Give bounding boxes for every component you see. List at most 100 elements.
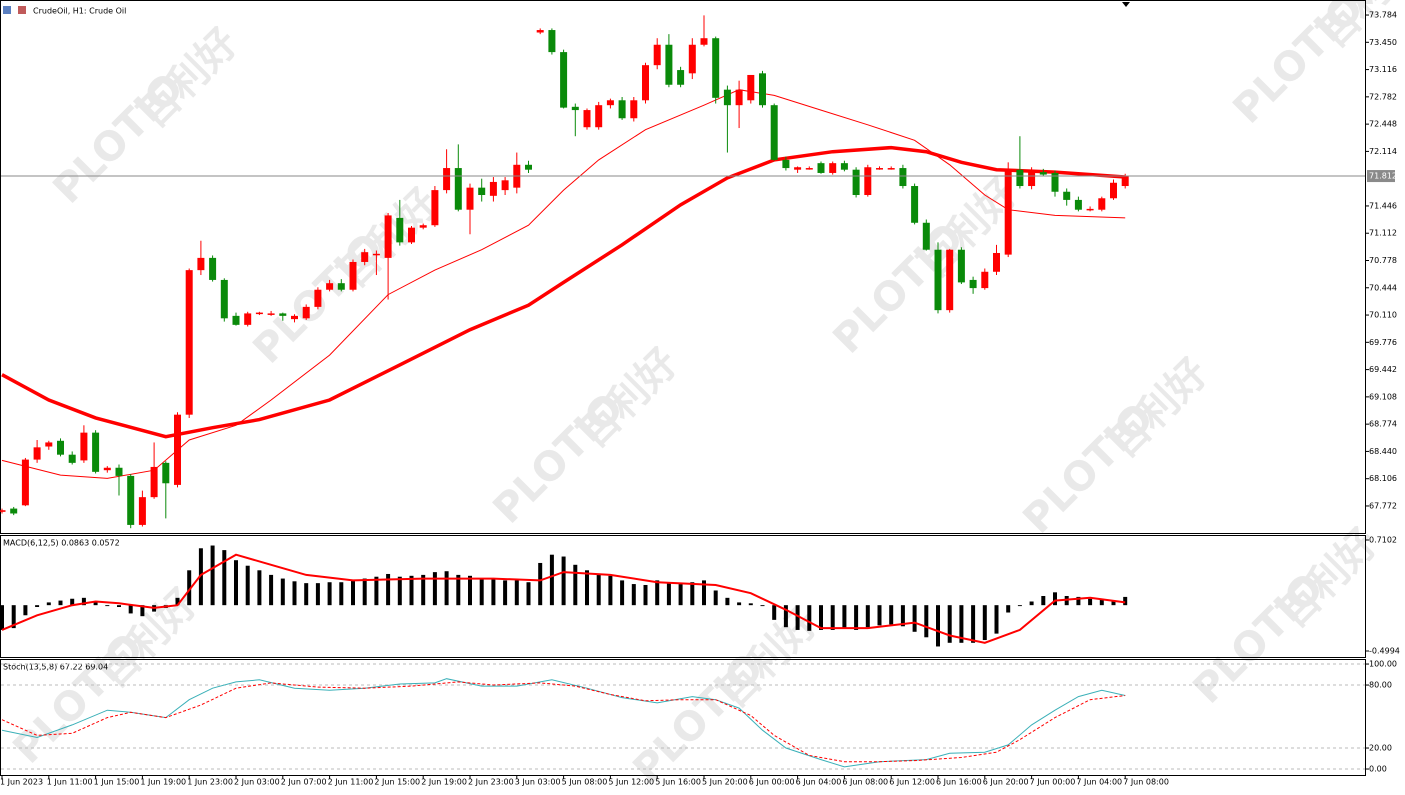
macd-bar bbox=[421, 574, 426, 606]
candle-body bbox=[993, 252, 1000, 272]
macd-bar bbox=[608, 575, 613, 606]
x-tick-label: 6 Jun 08:00 bbox=[842, 778, 888, 787]
macd-bar bbox=[140, 605, 145, 617]
macd-bar bbox=[315, 583, 320, 606]
candle-body bbox=[197, 257, 205, 271]
candle-body bbox=[630, 100, 638, 119]
macd-bar bbox=[936, 605, 940, 647]
candle-body bbox=[267, 313, 275, 315]
candle-body bbox=[162, 462, 170, 484]
macd-bar bbox=[573, 564, 578, 606]
macd-bar bbox=[643, 584, 648, 606]
x-tick-label: 2 Jun 19:00 bbox=[421, 778, 467, 787]
macd-bar bbox=[1111, 600, 1116, 606]
macd-bar bbox=[362, 578, 367, 606]
candle-body bbox=[595, 105, 603, 128]
macd-bar bbox=[468, 575, 472, 606]
x-tick-label: 6 Jun 04:00 bbox=[796, 778, 842, 787]
candle-body bbox=[548, 30, 556, 53]
macd-bar bbox=[994, 605, 999, 634]
x-tick-label: 1 Jun 15:00 bbox=[94, 778, 140, 787]
candle-body bbox=[478, 187, 486, 196]
icon[interactable] bbox=[3, 6, 11, 14]
candle-body bbox=[887, 168, 895, 170]
candle-body bbox=[946, 249, 954, 311]
candle-body bbox=[115, 467, 123, 476]
macd-bar bbox=[128, 605, 133, 614]
candle-body bbox=[220, 279, 228, 319]
macd-bar bbox=[444, 571, 449, 606]
macd-bar bbox=[23, 605, 28, 616]
macd-bar bbox=[210, 545, 215, 606]
macd-bar bbox=[503, 580, 508, 606]
candle-body bbox=[840, 163, 848, 170]
candle-body bbox=[419, 225, 427, 228]
y-tick-label: 71.112 bbox=[1369, 229, 1397, 238]
y-tick-label: 68.774 bbox=[1369, 420, 1397, 429]
candle-body bbox=[1028, 172, 1036, 187]
candle-body bbox=[489, 181, 497, 196]
candle-body bbox=[21, 459, 29, 506]
macd-bar bbox=[772, 605, 777, 620]
x-tick-label: 2 Jun 03:00 bbox=[234, 778, 280, 787]
x-tick-label: 7 Jun 00:00 bbox=[1030, 778, 1076, 787]
macd-bar bbox=[245, 565, 250, 606]
macd-bar bbox=[889, 605, 894, 625]
macd-bar bbox=[386, 573, 391, 606]
chart-title: CrudeOil, H1: Crude Oil bbox=[33, 7, 126, 16]
icon[interactable] bbox=[18, 6, 26, 14]
candle-body bbox=[244, 313, 252, 325]
macd-bar bbox=[1017, 605, 1022, 607]
macd-bar bbox=[175, 597, 180, 606]
candle-body bbox=[443, 168, 451, 191]
candle-body bbox=[981, 271, 989, 289]
x-tick-label: 6 Jun 16:00 bbox=[936, 778, 982, 787]
y-tick-label: 72.448 bbox=[1369, 120, 1397, 129]
macd-bar bbox=[339, 582, 344, 606]
candle-body bbox=[618, 100, 626, 119]
macd-bar bbox=[631, 584, 636, 606]
y-tick-label: 0.00 bbox=[1369, 765, 1387, 774]
candle-body bbox=[337, 283, 345, 290]
candle-body bbox=[138, 497, 146, 525]
candle-body bbox=[911, 186, 919, 223]
moving-average bbox=[1, 145, 1126, 439]
macd-bar bbox=[748, 603, 753, 606]
candle-body bbox=[957, 249, 965, 283]
x-tick-label: 5 Jun 20:00 bbox=[702, 778, 748, 787]
x-tick-label: 7 Jun 08:00 bbox=[1123, 778, 1169, 787]
macd-bar bbox=[327, 582, 332, 606]
x-tick-label: 5 Jun 16:00 bbox=[655, 778, 701, 787]
candle-body bbox=[1098, 198, 1106, 210]
candle-body bbox=[934, 249, 942, 311]
y-tick-label: 73.116 bbox=[1369, 65, 1397, 74]
x-tick-label: 1 Jun 23:00 bbox=[187, 778, 233, 787]
macd-bar bbox=[409, 575, 414, 606]
macd-bar bbox=[620, 580, 625, 606]
y-tick-label: 20.00 bbox=[1369, 744, 1392, 753]
stoch-line bbox=[1, 681, 1126, 763]
x-tick-label: 1 Jun 11:00 bbox=[47, 778, 93, 787]
candle-body bbox=[1016, 169, 1024, 187]
macd-bar bbox=[1006, 605, 1011, 613]
macd-bar bbox=[666, 582, 671, 606]
x-tick-label: 3 Jun 03:00 bbox=[515, 778, 561, 787]
y-tick-label: 72.114 bbox=[1369, 147, 1397, 156]
candle-body bbox=[314, 289, 322, 307]
y-tick-label: -0.4994 bbox=[1369, 646, 1400, 655]
candle-body bbox=[361, 252, 369, 262]
candle-body bbox=[103, 467, 111, 471]
macd-bar bbox=[187, 570, 192, 606]
candle-body bbox=[688, 44, 696, 74]
macd-bar bbox=[842, 605, 847, 629]
candle-body bbox=[0, 510, 6, 512]
candle-body bbox=[279, 313, 287, 316]
candle-body bbox=[45, 442, 53, 447]
macd-bar bbox=[117, 605, 121, 608]
macd-bar bbox=[760, 605, 765, 607]
candle-body bbox=[1004, 169, 1012, 255]
candle-body bbox=[1110, 182, 1117, 199]
price-label-bg bbox=[1367, 170, 1395, 183]
y-tick-label: 0.7102 bbox=[1369, 536, 1397, 545]
y-tick-label: 73.450 bbox=[1369, 38, 1397, 47]
